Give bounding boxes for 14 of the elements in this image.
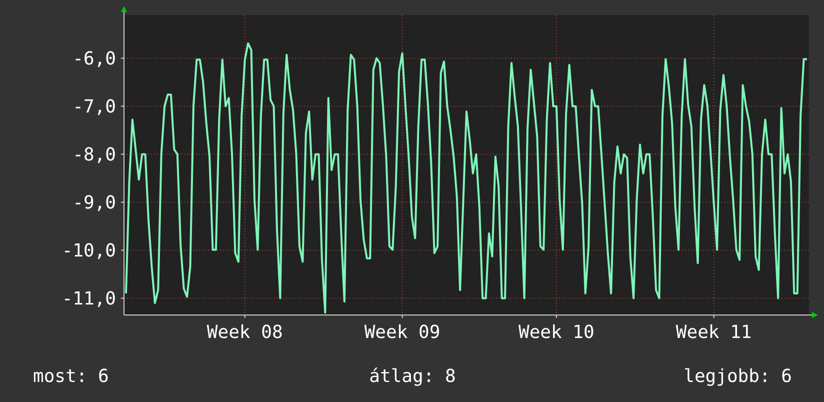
text: átlag: 8	[369, 366, 456, 387]
line-series	[125, 42, 808, 314]
y-tick-label: -9,0	[72, 192, 116, 214]
y-tick-label: -8,0	[72, 144, 116, 166]
x-tick-label: Week 08	[206, 322, 283, 343]
x-tick-label: Week 09	[364, 322, 440, 343]
text: legjobb: 6	[684, 366, 792, 387]
y-tick-label: -6,0	[72, 48, 116, 70]
y-tick-label: -11,0	[62, 288, 116, 310]
x-tick-label: Week 11	[676, 322, 752, 343]
y-tick-label: -10,0	[62, 240, 116, 262]
y-tick-label: -7,0	[72, 96, 116, 118]
x-tick-label: Week 10	[518, 322, 594, 343]
text: most: 6	[33, 366, 109, 387]
